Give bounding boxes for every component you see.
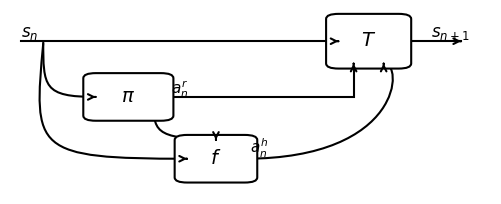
FancyBboxPatch shape bbox=[326, 14, 410, 69]
FancyBboxPatch shape bbox=[83, 73, 173, 121]
Text: $s_{n+1}$: $s_{n+1}$ bbox=[430, 25, 469, 42]
Text: $a_n^h$: $a_n^h$ bbox=[249, 137, 268, 160]
Text: $T$: $T$ bbox=[360, 32, 375, 50]
FancyBboxPatch shape bbox=[174, 135, 257, 183]
Text: $f$: $f$ bbox=[210, 149, 221, 168]
Text: $\pi$: $\pi$ bbox=[121, 88, 135, 106]
Text: $a_n^r$: $a_n^r$ bbox=[170, 78, 188, 100]
Text: $s_n$: $s_n$ bbox=[21, 25, 38, 42]
